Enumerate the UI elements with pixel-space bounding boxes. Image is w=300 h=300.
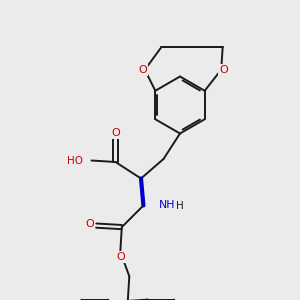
Text: O: O <box>219 65 228 75</box>
Text: H: H <box>176 201 184 211</box>
Text: NH: NH <box>159 200 175 210</box>
Text: O: O <box>138 65 147 75</box>
Text: O: O <box>112 128 121 138</box>
Text: O: O <box>85 219 94 229</box>
Text: HO: HO <box>67 155 83 166</box>
Text: O: O <box>116 252 125 262</box>
